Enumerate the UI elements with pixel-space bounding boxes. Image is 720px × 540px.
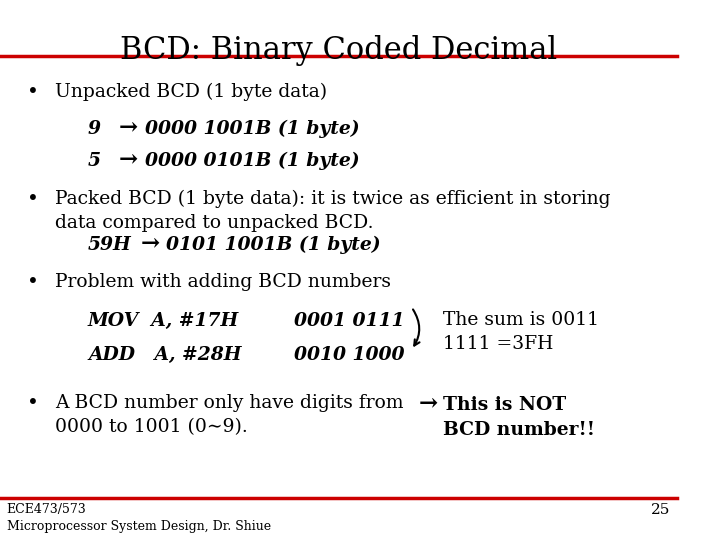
Text: ADD   A, #28H: ADD A, #28H [88, 346, 241, 364]
Text: •: • [27, 273, 39, 293]
Text: 0001 0111: 0001 0111 [294, 313, 405, 330]
Text: A BCD number only have digits from
0000 to 1001 (0∼9).: A BCD number only have digits from 0000 … [55, 394, 404, 436]
Text: →: → [118, 118, 138, 139]
Text: ECE473/573
Microprocessor System Design, Dr. Shiue: ECE473/573 Microprocessor System Design,… [6, 503, 271, 533]
Text: 0101 1001B (1 byte): 0101 1001B (1 byte) [166, 236, 380, 254]
Text: •: • [27, 394, 39, 413]
Text: BCD: Binary Coded Decimal: BCD: Binary Coded Decimal [120, 35, 557, 66]
Text: Problem with adding BCD numbers: Problem with adding BCD numbers [55, 273, 392, 292]
Text: 0000 0101B (1 byte): 0000 0101B (1 byte) [145, 152, 360, 171]
Text: Packed BCD (1 byte data): it is twice as efficient in storing
data compared to u: Packed BCD (1 byte data): it is twice as… [55, 190, 611, 232]
Text: This is NOT
BCD number!!: This is NOT BCD number!! [444, 396, 595, 438]
Text: 25: 25 [651, 503, 670, 517]
Text: The sum is 0011
1111 =3FH: The sum is 0011 1111 =3FH [444, 311, 599, 353]
Text: →: → [418, 394, 437, 416]
Text: 59H: 59H [88, 236, 132, 254]
Text: →: → [141, 233, 160, 255]
Text: →: → [118, 150, 138, 172]
Text: 0010 1000: 0010 1000 [294, 346, 405, 364]
Text: •: • [27, 83, 39, 102]
Text: •: • [27, 190, 39, 208]
Text: 9: 9 [88, 120, 101, 138]
Text: Unpacked BCD (1 byte data): Unpacked BCD (1 byte data) [55, 83, 328, 101]
Text: MOV  A, #17H: MOV A, #17H [88, 313, 239, 330]
Text: 0000 1001B (1 byte): 0000 1001B (1 byte) [145, 120, 360, 138]
Text: 5: 5 [88, 152, 101, 170]
